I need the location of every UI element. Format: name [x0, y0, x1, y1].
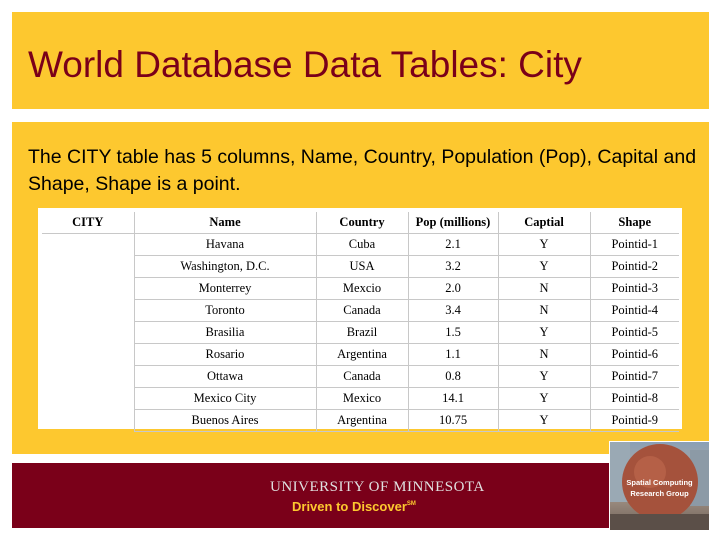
cell-name: Mexico City [133, 387, 316, 410]
column-header-capital: Captial [497, 212, 590, 234]
sphere-sculpture-icon [610, 442, 709, 530]
logo-line-2: Research Group [630, 489, 689, 498]
cell-capital: Y [497, 387, 590, 410]
description-text: The CITY table has 5 columns, Name, Coun… [28, 144, 698, 198]
cell-pop: 10.75 [407, 409, 498, 432]
footer-bar: UNIVERSITY OF MINNESOTA Driven to Discov… [12, 463, 709, 528]
service-mark: SM [406, 501, 416, 507]
table-row: Monterrey Mexcio 2.0 N Pointid-3 [42, 277, 679, 300]
table-row: Havana Cuba 2.1 Y Pointid-1 [42, 233, 679, 256]
cell-name: Monterrey [133, 277, 316, 300]
city-table-container: CITY Name Country Pop (millions) Captial… [38, 208, 682, 432]
cell-capital: Y [497, 321, 590, 344]
title-bar: World Database Data Tables: City [12, 12, 709, 109]
logo-line-1: Spatial Computing [626, 478, 693, 487]
table-header-row: CITY Name Country Pop (millions) Captial… [42, 212, 679, 234]
cell-country: Cuba [315, 233, 408, 256]
column-header-shape: Shape [589, 212, 679, 234]
cell-pop: 3.4 [407, 299, 498, 322]
cell-shape: Pointid-6 [589, 343, 679, 366]
cell-name: Brasilia [133, 321, 316, 344]
cell-city [42, 234, 134, 256]
cell-capital: N [497, 277, 590, 300]
cell-capital: Y [497, 233, 590, 256]
cell-city [42, 344, 134, 366]
university-name: UNIVERSITY OF MINNESOTA [270, 479, 485, 495]
table-body: Havana Cuba 2.1 Y Pointid-1 Washington, D.C. U… [42, 233, 679, 432]
cell-pop: 0.8 [407, 365, 498, 388]
cell-country: Brazil [315, 321, 408, 344]
cell-name: Buenos Aires [133, 409, 316, 432]
description-highlight: CITY [67, 146, 112, 168]
column-header-name: Name [133, 212, 316, 234]
tagline-text: Driven to Discover [292, 499, 407, 514]
cell-shape: Pointid-7 [589, 365, 679, 388]
cell-shape: Pointid-2 [589, 255, 679, 278]
column-header-city: CITY [42, 212, 134, 234]
cell-shape: Pointid-5 [589, 321, 679, 344]
research-group-logo: Spatial Computing Research Group [609, 441, 710, 531]
cell-city [42, 256, 134, 278]
cell-name: Rosario [133, 343, 316, 366]
table-row: Mexico City Mexico 14.1 Y Pointid-8 [42, 387, 679, 410]
cell-city [42, 300, 134, 322]
table-row: Washington, D.C. USA 3.2 Y Pointid-2 [42, 255, 679, 278]
cell-city [42, 366, 134, 388]
cell-shape: Pointid-3 [589, 277, 679, 300]
cell-country: Mexico [315, 387, 408, 410]
city-table: CITY Name Country Pop (millions) Captial… [42, 212, 679, 432]
cell-pop: 1.5 [407, 321, 498, 344]
cell-capital: Y [497, 409, 590, 432]
cell-pop: 2.0 [407, 277, 498, 300]
cell-capital: Y [497, 255, 590, 278]
cell-country: Mexcio [315, 277, 408, 300]
cell-city [42, 278, 134, 300]
table-row: Toronto Canada 3.4 N Pointid-4 [42, 299, 679, 322]
cell-country: Argentina [315, 343, 408, 366]
cell-shape: Pointid-9 [589, 409, 679, 432]
cell-capital: N [497, 299, 590, 322]
description-suffix: table has 5 columns, Name, Country, Popu… [28, 146, 697, 195]
cell-name: Toronto [133, 299, 316, 322]
cell-city [42, 388, 134, 410]
cell-city [42, 410, 134, 432]
column-header-country: Country [315, 212, 408, 234]
cell-shape: Pointid-1 [589, 233, 679, 256]
cell-capital: Y [497, 365, 590, 388]
cell-country: Argentina [315, 409, 408, 432]
table-row: Brasilia Brazil 1.5 Y Pointid-5 [42, 321, 679, 344]
cell-city [42, 322, 134, 344]
description-prefix: The [28, 146, 68, 168]
cell-country: Canada [315, 299, 408, 322]
table-row: Buenos Aires Argentina 10.75 Y Pointid-9 [42, 409, 679, 432]
cell-shape: Pointid-8 [589, 387, 679, 410]
cell-name: Ottawa [133, 365, 316, 388]
cell-shape: Pointid-4 [589, 299, 679, 322]
cell-name: Washington, D.C. [133, 255, 316, 278]
cell-name: Havana [133, 233, 316, 256]
table-row: Ottawa Canada 0.8 Y Pointid-7 [42, 365, 679, 388]
cell-pop: 1.1 [407, 343, 498, 366]
cell-pop: 2.1 [407, 233, 498, 256]
slide-title: World Database Data Tables: City [28, 44, 582, 85]
cell-pop: 14.1 [407, 387, 498, 410]
column-header-pop: Pop (millions) [407, 212, 498, 234]
cell-capital: N [497, 343, 590, 366]
table-row: Rosario Argentina 1.1 N Pointid-6 [42, 343, 679, 366]
tagline: Driven to DiscoverSM [292, 499, 416, 514]
cell-country: Canada [315, 365, 408, 388]
cell-pop: 3.2 [407, 255, 498, 278]
cell-country: USA [315, 255, 408, 278]
